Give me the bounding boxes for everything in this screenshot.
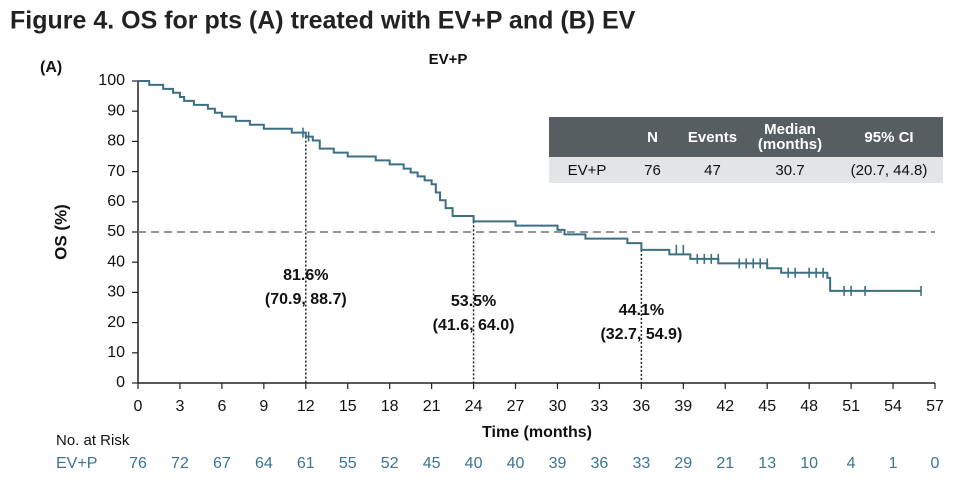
- y-tick-label: 50: [107, 223, 125, 240]
- x-tick-label: 57: [926, 398, 944, 415]
- risk-value: 21: [716, 455, 734, 472]
- risk-value: 40: [465, 455, 483, 472]
- cell: 30.7: [745, 157, 835, 183]
- risk-value: 29: [674, 455, 692, 472]
- x-tick-label: 33: [591, 398, 609, 415]
- x-tick-label: 30: [549, 398, 567, 415]
- risk-value: 36: [591, 455, 609, 472]
- y-tick-label: 70: [107, 163, 125, 180]
- cell: 47: [680, 157, 745, 183]
- y-tick-label: 100: [98, 72, 125, 89]
- x-tick-label: 39: [674, 398, 692, 415]
- y-tick-label: 0: [116, 374, 125, 391]
- risk-row-name: EV+P: [56, 455, 97, 472]
- risk-value: 67: [213, 455, 231, 472]
- x-tick-label: 51: [842, 398, 860, 415]
- cell: 76: [625, 157, 680, 183]
- x-axis-label: Time (months): [482, 424, 592, 441]
- summary-row: EV+P 76 47 30.7 (20.7, 44.8): [549, 157, 943, 183]
- x-tick-label: 24: [465, 398, 483, 415]
- x-tick-label: 36: [632, 398, 650, 415]
- y-tick-label: 10: [107, 344, 125, 361]
- annotation-label: 53.5%: [451, 293, 496, 310]
- x-tick-label: 6: [217, 398, 226, 415]
- y-tick-label: 30: [107, 284, 125, 301]
- risk-table-title: No. at Risk: [56, 432, 130, 449]
- y-tick-label: 80: [107, 133, 125, 150]
- x-tick-label: 12: [297, 398, 315, 415]
- x-tick-label: 18: [381, 398, 399, 415]
- x-tick-label: 54: [884, 398, 902, 415]
- y-tick-label: 40: [107, 253, 125, 270]
- risk-value: 76: [129, 455, 147, 472]
- subtitle: EV+P: [429, 51, 468, 68]
- x-tick-label: 21: [423, 398, 441, 415]
- x-tick-label: 15: [339, 398, 357, 415]
- km-curve: [138, 80, 922, 292]
- x-tick-label: 0: [134, 398, 143, 415]
- risk-value: 4: [847, 455, 856, 472]
- y-tick-label: 90: [107, 102, 125, 119]
- panel-label: (A): [40, 59, 62, 76]
- risk-value: 1: [889, 455, 898, 472]
- x-tick-label: 9: [259, 398, 268, 415]
- summary-table: N Events Median (months) 95% CI EV+P 76 …: [549, 117, 943, 183]
- risk-value: 55: [339, 455, 357, 472]
- x-tick-label: 45: [758, 398, 776, 415]
- cell: EV+P: [549, 157, 625, 183]
- annotation-ci: (32.7, 54.9): [600, 326, 682, 343]
- annotation-label: 44.1%: [619, 302, 664, 319]
- annotation-ci: (70.9, 88.7): [265, 291, 347, 308]
- y-tick-label: 60: [107, 193, 125, 210]
- x-tick-label: 3: [175, 398, 184, 415]
- header-cell: Median (months): [745, 117, 835, 157]
- risk-value: 64: [255, 455, 273, 472]
- header-cell: 95% CI: [835, 117, 943, 157]
- risk-value: 40: [507, 455, 525, 472]
- risk-value: 33: [632, 455, 650, 472]
- risk-value: 39: [549, 455, 567, 472]
- risk-value: 0: [931, 455, 940, 472]
- header-cell: Events: [680, 117, 745, 157]
- risk-value: 72: [171, 455, 189, 472]
- risk-value: 52: [381, 455, 399, 472]
- annotation-label: 81.6%: [283, 267, 328, 284]
- cell: (20.7, 44.8): [835, 157, 943, 183]
- y-axis-label: OS (%): [51, 204, 70, 260]
- risk-value: 13: [758, 455, 776, 472]
- x-tick-label: 48: [800, 398, 818, 415]
- header-cell: N: [625, 117, 680, 157]
- x-tick-label: 27: [507, 398, 525, 415]
- header-cell: [549, 117, 625, 157]
- risk-value: 10: [800, 455, 818, 472]
- annotation-ci: (41.6, 64.0): [433, 317, 515, 334]
- risk-value: 45: [423, 455, 441, 472]
- summary-header: N Events Median (months) 95% CI: [549, 117, 943, 157]
- chart-title: Figure 4. OS for pts (A) treated with EV…: [10, 7, 636, 35]
- x-tick-label: 42: [716, 398, 734, 415]
- risk-value: 61: [297, 455, 315, 472]
- y-tick-label: 20: [107, 314, 125, 331]
